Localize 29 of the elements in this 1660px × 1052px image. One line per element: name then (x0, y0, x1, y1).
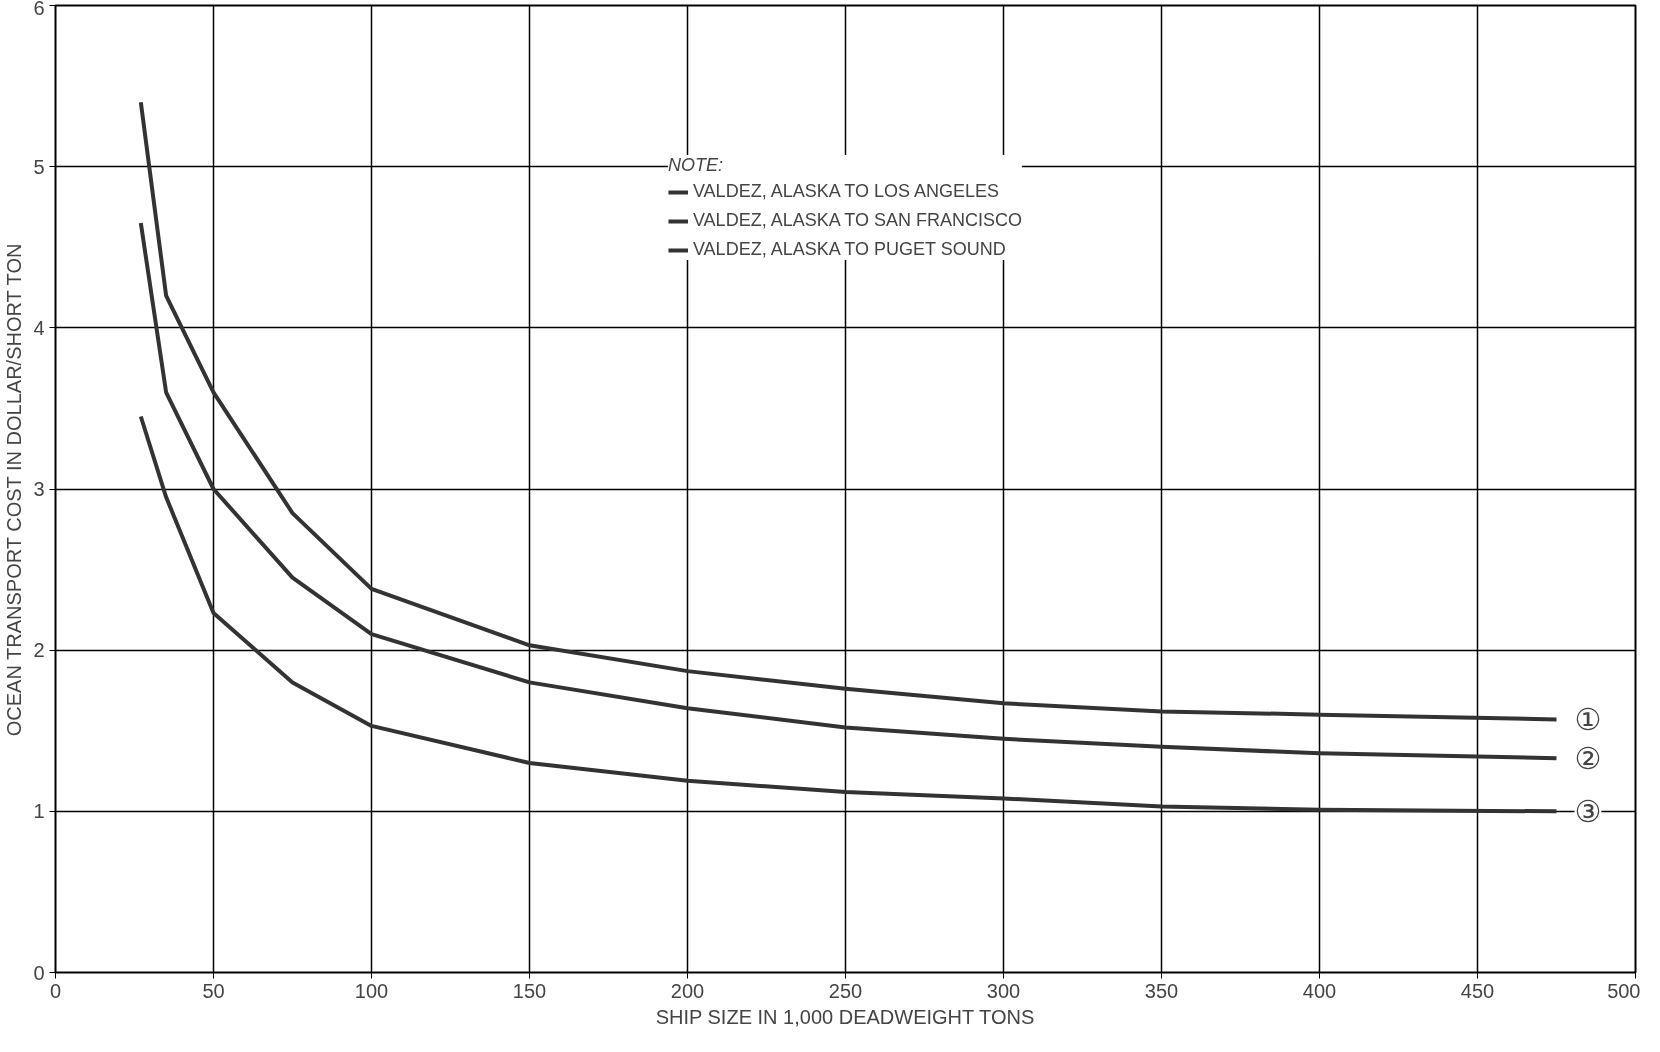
line-series (138, 100, 1559, 722)
x-tick-label: 400 (1302, 979, 1337, 1002)
y-tick-label: 1 (33, 800, 45, 823)
annotation: ③ (1574, 793, 1602, 829)
line-series (138, 414, 1559, 814)
legend-label: VALDEZ, ALASKA TO SAN FRANCISCO (692, 210, 1023, 231)
x-tick-label: 100 (354, 979, 389, 1002)
y-tick-label: 5 (33, 155, 45, 178)
legend-title: NOTE: (667, 155, 724, 176)
y-tick-label: 4 (33, 316, 45, 339)
x-tick-label: 350 (1144, 979, 1179, 1002)
y-tick-label: 3 (33, 478, 45, 500)
legend-label: VALDEZ, ALASKA TO LOS ANGELES (692, 181, 1000, 202)
annotation: ① (1574, 701, 1602, 737)
x-tick-label: 500 (1607, 979, 1641, 1002)
x-tick-label: 250 (828, 979, 863, 1002)
x-tick-label: 450 (1460, 979, 1495, 1002)
y-tick-label: 0 (33, 961, 45, 984)
x-axis-title: SHIP SIZE IN 1,000 DEADWEIGHT TONS (655, 1005, 1035, 1028)
y-axis-title: OCEAN TRANSPORT COST IN DOLLAR/SHORT TON (3, 243, 26, 737)
annotation: ② (1574, 740, 1602, 776)
x-tick-label: 0 (49, 979, 62, 1002)
y-tick-label: 2 (33, 639, 45, 662)
y-tick-label: 6 (33, 0, 45, 19)
legend-label: VALDEZ, ALASKA TO PUGET SOUND (692, 239, 1006, 260)
x-tick-label: 300 (986, 979, 1021, 1002)
x-tick-label: 150 (512, 979, 547, 1002)
x-tick-label: 200 (670, 979, 705, 1002)
x-tick-label: 50 (202, 979, 225, 1002)
